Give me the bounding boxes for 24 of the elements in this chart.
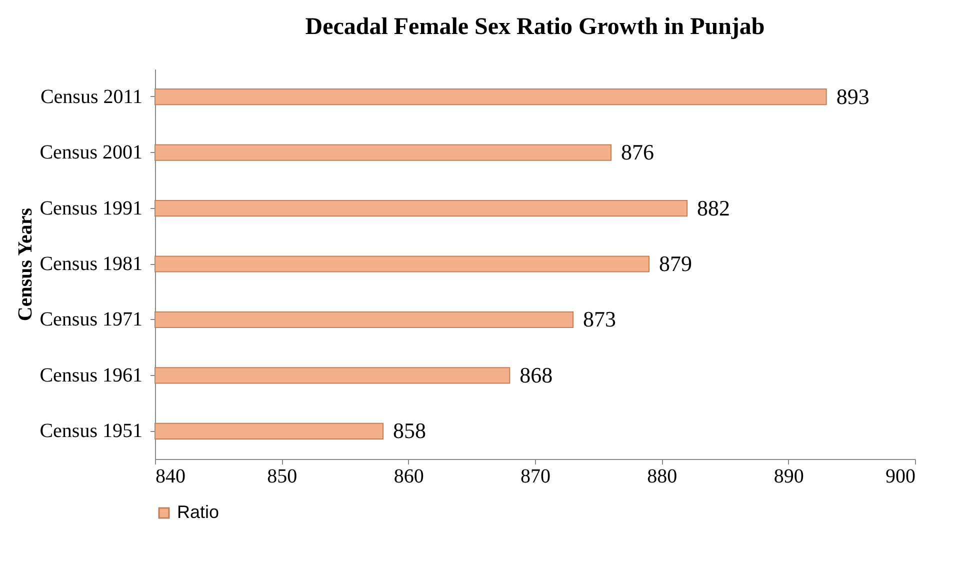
chart-title: Decadal Female Sex Ratio Growth in Punjab [305,14,765,40]
y-tick-label: Census 1961 [40,364,142,386]
x-tick-label: 900 [886,466,916,488]
x-tick-label: 890 [774,466,804,488]
data-label: 873 [583,306,616,332]
data-label: 882 [697,195,730,220]
y-axis-title: Census Years [14,208,37,322]
x-tick-label: 880 [647,466,678,488]
x-tick-label: 860 [394,466,424,488]
data-label: 858 [393,418,426,444]
x-tick-label: 850 [267,466,298,488]
x-tick-label: 840 [156,466,186,488]
y-tick-label: Census 2001 [40,142,142,164]
legend-label: Ratio [177,502,220,522]
data-label: 879 [659,251,692,276]
y-tick-label: Census 2011 [40,86,142,108]
x-tick-label: 870 [520,466,550,488]
data-label: 876 [621,140,654,165]
data-label: 868 [520,362,553,388]
y-tick-label: Census 1991 [40,197,142,220]
y-tick-label: Census 1981 [40,253,142,275]
y-tick-label: Census 1951 [40,420,142,442]
data-label: 893 [836,84,870,109]
y-tick-label: Census 1971 [40,308,142,331]
